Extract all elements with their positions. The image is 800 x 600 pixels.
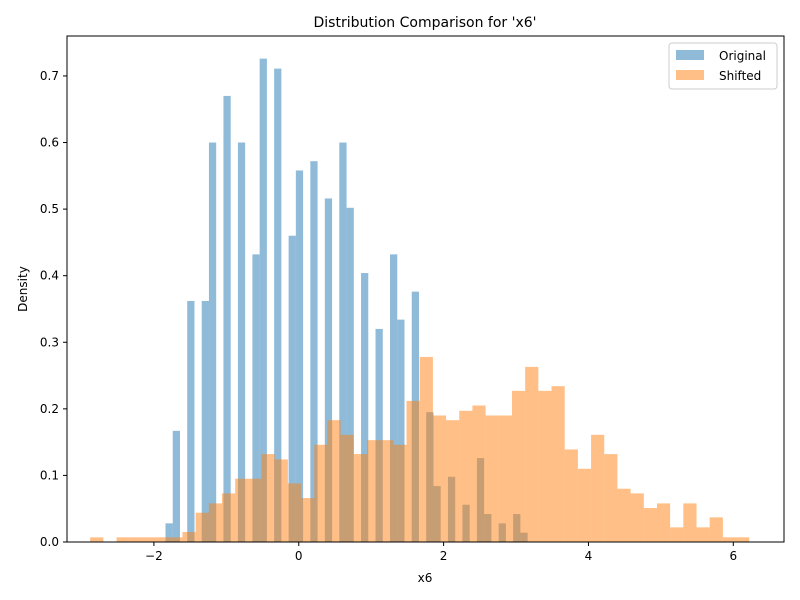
bar-shifted: [208, 503, 222, 542]
bar-shifted: [221, 493, 236, 542]
bar-shifted: [406, 400, 420, 542]
chart-title: Distribution Comparison for 'x6': [314, 15, 537, 31]
bar-shifted: [248, 478, 262, 542]
x-tick-label: 4: [585, 549, 593, 563]
bar-shifted: [380, 440, 394, 542]
bar-shifted: [656, 503, 671, 542]
bar-shifted: [617, 488, 631, 542]
bar-original: [208, 142, 217, 543]
bar-shifted: [722, 537, 737, 542]
bar-shifted: [156, 537, 170, 542]
bar-shifted: [301, 498, 315, 542]
y-tick-label: 0.6: [40, 136, 59, 150]
bar-shifted: [353, 454, 367, 542]
plot-frame: [66, 35, 785, 543]
bar-shifted: [235, 478, 249, 542]
y-tick-label: 0.3: [40, 335, 59, 349]
bar-shifted: [564, 449, 578, 542]
bar-original: [324, 198, 333, 542]
y-tick-label: 0.7: [40, 69, 59, 83]
bar-original: [288, 235, 296, 542]
bar-shifted: [90, 537, 104, 542]
bar-shifted: [142, 537, 157, 542]
bar-original: [237, 142, 246, 543]
bar-original: [274, 68, 282, 542]
legend: Original Shifted: [668, 42, 778, 90]
bar-shifted: [446, 420, 460, 542]
bar-shifted: [459, 410, 473, 542]
y-tick-label: 0.5: [40, 202, 59, 216]
bar-shifted: [182, 532, 196, 542]
bar-original: [375, 328, 383, 542]
bar-shifted: [696, 527, 710, 542]
bar-original: [339, 142, 347, 543]
bar-shifted: [169, 537, 183, 542]
bars-layer: [90, 58, 750, 543]
bar-shifted: [551, 386, 565, 542]
bar-shifted: [314, 444, 328, 542]
bar-original: [172, 430, 180, 542]
bar-shifted: [643, 508, 657, 542]
bar-original: [187, 300, 195, 542]
x-tick-label: 6: [729, 549, 737, 563]
bar-shifted: [432, 415, 447, 542]
bar-shifted: [116, 537, 130, 542]
bar-shifted: [511, 390, 526, 542]
bar-shifted: [683, 503, 697, 542]
x-tick-label: −2: [145, 549, 163, 563]
bar-original: [201, 300, 209, 542]
bar-shifted: [630, 493, 644, 542]
y-tick-label: 0.4: [40, 269, 59, 283]
bar-shifted: [525, 366, 539, 542]
bar-original: [390, 254, 398, 542]
x-axis-label: x6: [418, 571, 433, 585]
ticks-layer: −2 0 2 4 6 0.0 0.1 0.2 0.3 0.4 0.5 0.6 0.7: [40, 69, 737, 563]
bar-shifted: [577, 468, 592, 542]
legend-swatch-shifted: [676, 70, 704, 80]
bar-shifted: [129, 537, 143, 542]
bar-original: [259, 58, 267, 542]
bar-shifted: [366, 440, 381, 542]
y-tick-label: 0.0: [40, 535, 59, 549]
bar-shifted: [709, 517, 723, 542]
bar-shifted: [538, 390, 552, 542]
bar-shifted: [340, 434, 354, 542]
bar-shifted: [472, 405, 486, 542]
bar-shifted: [393, 444, 407, 542]
bar-original: [223, 95, 231, 542]
y-axis-label: Density: [16, 266, 30, 312]
bar-shifted: [498, 415, 512, 542]
bar-original: [165, 523, 173, 542]
bar-original: [346, 207, 354, 542]
bar-shifted: [261, 454, 275, 542]
bar-original: [252, 254, 260, 542]
bar-shifted: [604, 454, 618, 542]
bar-original: [397, 319, 405, 542]
bar-shifted: [485, 415, 499, 542]
y-tick-label: 0.2: [40, 402, 59, 416]
legend-swatch-original: [676, 50, 704, 60]
legend-label-shifted: Shifted: [719, 69, 761, 83]
bar-shifted: [287, 483, 302, 542]
bar-original: [361, 273, 369, 542]
y-tick-label: 0.1: [40, 468, 59, 482]
bar-shifted: [195, 512, 209, 542]
bar-shifted: [670, 527, 684, 542]
bar-shifted: [327, 420, 341, 542]
bar-shifted: [736, 537, 750, 542]
x-tick-label: 0: [295, 549, 303, 563]
bar-shifted: [591, 434, 605, 542]
bar-original: [310, 161, 318, 542]
bar-original: [295, 170, 304, 542]
x-tick-label: 2: [440, 549, 448, 563]
bar-shifted: [419, 356, 433, 542]
bar-shifted: [274, 459, 288, 542]
legend-label-original: Original: [719, 49, 766, 63]
